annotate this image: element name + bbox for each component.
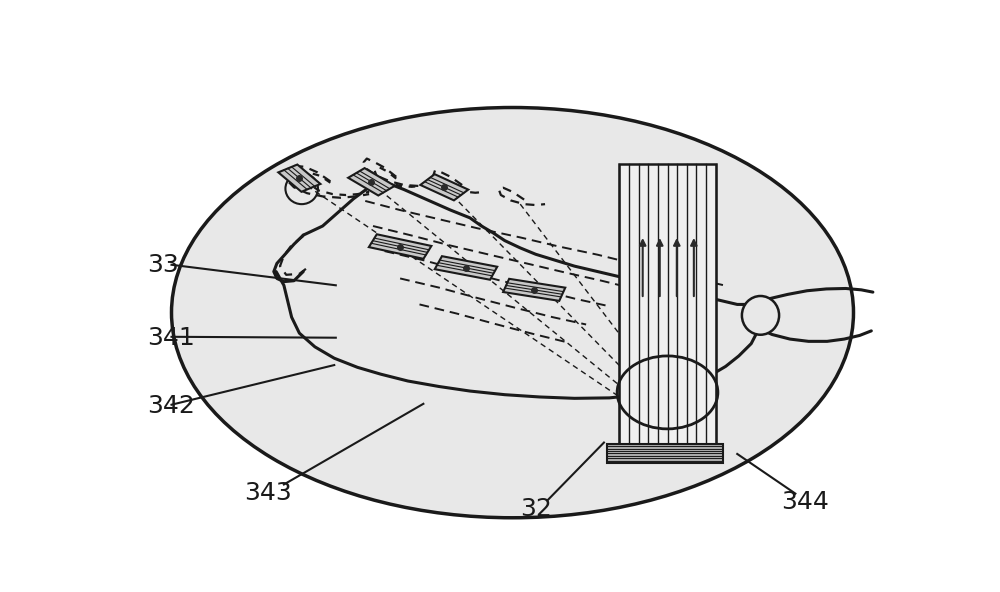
Polygon shape [348,168,395,195]
Bar [619,165,716,451]
Text: 344: 344 [782,490,829,514]
Polygon shape [503,279,565,301]
Polygon shape [369,234,431,259]
Ellipse shape [742,296,779,334]
Polygon shape [435,256,497,280]
Text: 341: 341 [147,326,194,350]
Text: 33: 33 [147,253,178,277]
Text: 343: 343 [244,481,292,505]
Polygon shape [278,165,320,192]
Ellipse shape [172,108,854,518]
Bar [607,444,723,463]
Text: 32: 32 [520,497,552,520]
Polygon shape [420,174,468,200]
Text: 342: 342 [147,394,195,418]
